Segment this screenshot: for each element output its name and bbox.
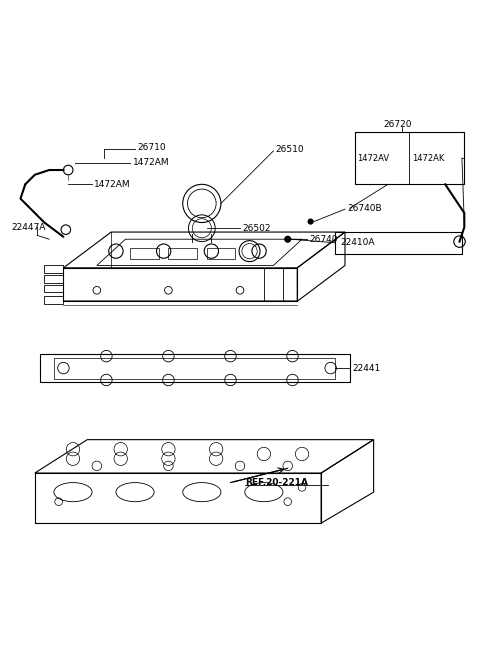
Circle shape [63, 165, 73, 175]
Circle shape [61, 225, 71, 234]
Text: 26710: 26710 [137, 143, 166, 151]
Text: 26502: 26502 [242, 224, 271, 233]
Circle shape [454, 236, 465, 248]
Text: REF.20-221A: REF.20-221A [245, 478, 308, 487]
Text: 22441: 22441 [352, 364, 380, 373]
Text: 22410A: 22410A [340, 238, 375, 248]
Text: 26510: 26510 [276, 145, 304, 154]
Text: 1472AM: 1472AM [132, 159, 169, 168]
Circle shape [285, 236, 290, 242]
Text: 1472AK: 1472AK [412, 153, 444, 162]
Text: 26740: 26740 [309, 234, 338, 244]
Text: 22447A: 22447A [11, 223, 45, 232]
Text: 26740B: 26740B [348, 204, 382, 213]
Text: 1472AM: 1472AM [95, 180, 131, 189]
Circle shape [308, 219, 313, 224]
Text: 26720: 26720 [383, 120, 412, 129]
Text: 1472AV: 1472AV [357, 153, 389, 162]
